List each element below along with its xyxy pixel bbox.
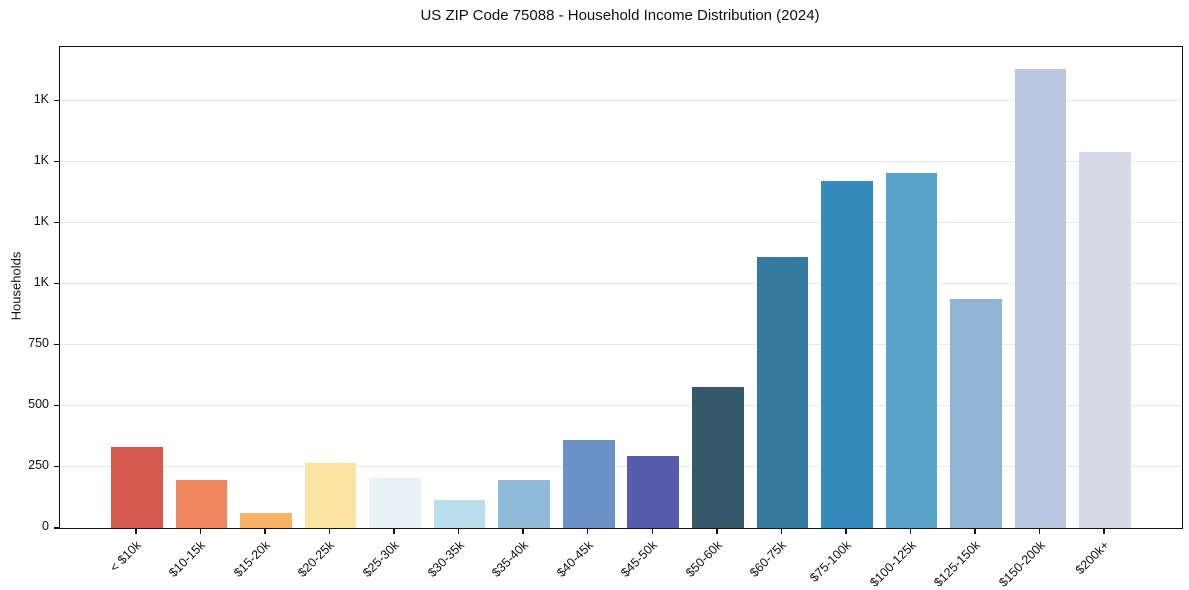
bar-$100-125k	[885, 173, 938, 528]
y-tick-mark	[54, 99, 59, 102]
x-tick-mark	[586, 528, 589, 534]
y-tick-label: 1K	[33, 152, 49, 167]
y-tick-label: 1K	[33, 91, 49, 106]
y-tick-mark	[54, 465, 59, 468]
plot-area	[59, 46, 1183, 529]
x-tick-mark	[393, 528, 395, 534]
y-tick-label: 0	[42, 519, 49, 533]
x-tick-mark	[522, 528, 524, 534]
gridline	[60, 466, 1182, 468]
x-tick-mark	[199, 528, 202, 534]
y-tick-label: 1K	[33, 274, 49, 289]
x-tick-mark	[716, 528, 718, 534]
gridline	[60, 283, 1182, 285]
gridline	[60, 405, 1182, 407]
x-tick-mark	[264, 528, 266, 534]
x-tick-mark	[974, 528, 976, 534]
bar-$30-35k	[433, 499, 486, 528]
bar-< $10k	[111, 447, 163, 528]
x-tick-label: < $10k	[107, 538, 144, 575]
bar-$125-150k	[950, 298, 1002, 528]
gridline	[60, 222, 1182, 224]
y-tick-mark	[54, 282, 59, 285]
y-tick-label: 1K	[33, 213, 49, 228]
x-tick-mark	[845, 528, 847, 534]
bar-$20-25k	[304, 462, 357, 528]
bar-$35-40k	[498, 479, 550, 528]
y-tick-label: 250	[28, 457, 49, 472]
bar-$15-20k	[240, 512, 292, 528]
bar-$150-200k	[1014, 68, 1067, 528]
x-tick-mark	[651, 528, 654, 534]
y-tick-mark	[54, 160, 59, 163]
gridline	[60, 161, 1182, 163]
y-tick-mark	[54, 404, 59, 407]
x-tick-mark	[1038, 528, 1041, 534]
bar-$40-45k	[562, 439, 615, 528]
y-tick-label: 500	[28, 396, 49, 411]
bar-$25-30k	[369, 477, 421, 528]
gridline	[60, 344, 1182, 346]
x-tick-mark	[909, 528, 912, 534]
x-tick-mark	[328, 528, 331, 534]
x-tick-mark	[135, 528, 137, 534]
gridline	[60, 100, 1182, 102]
bar-$50-60k	[692, 387, 744, 528]
bar-$10-15k	[175, 479, 228, 528]
bar-$75-100k	[821, 181, 873, 528]
bar-$200k+	[1079, 151, 1131, 528]
x-tick-mark	[1103, 528, 1105, 534]
bar-$60-75k	[756, 256, 809, 528]
x-tick-mark	[780, 528, 783, 534]
bar-$45-50k	[627, 455, 680, 528]
y-tick-mark	[54, 343, 59, 346]
x-tick-mark	[457, 528, 460, 534]
y-tick-label: 750	[28, 335, 49, 350]
y-tick-mark	[54, 221, 59, 224]
chart-title: US ZIP Code 75088 - Household Income Dis…	[420, 7, 820, 24]
y-tick-mark	[54, 527, 59, 529]
